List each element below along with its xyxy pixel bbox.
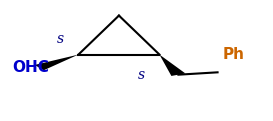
Polygon shape — [159, 55, 185, 76]
Polygon shape — [35, 55, 78, 70]
Text: s: s — [57, 32, 64, 46]
Text: Ph: Ph — [223, 47, 245, 62]
Text: s: s — [138, 68, 146, 82]
Text: OHC: OHC — [12, 60, 49, 75]
